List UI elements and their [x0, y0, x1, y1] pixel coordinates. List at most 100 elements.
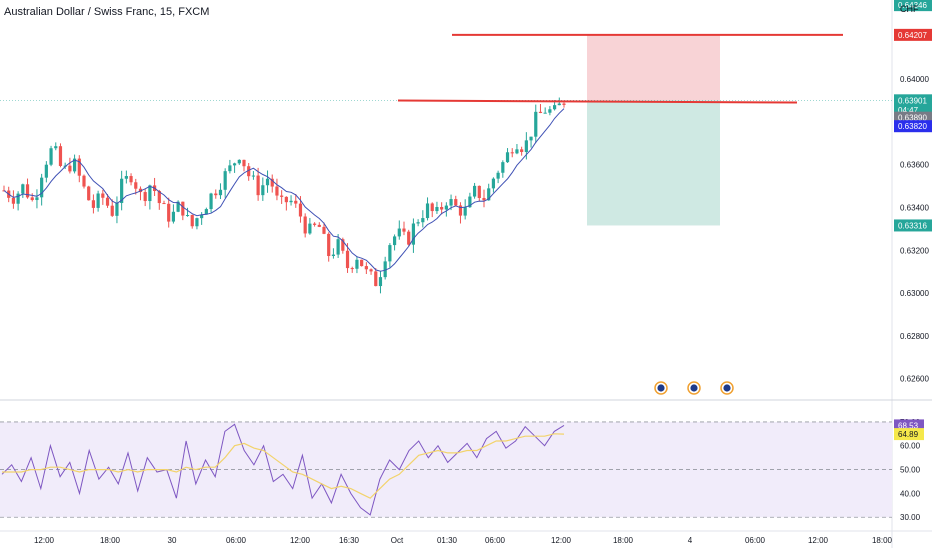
candle-body — [54, 146, 58, 149]
candle-body — [96, 193, 100, 208]
candle-body — [284, 196, 288, 203]
price-tick-label: 0.64000 — [900, 75, 929, 84]
candle-body — [176, 201, 180, 212]
rsi-tick-label: 30.00 — [900, 513, 921, 522]
rsi-tick-label: 60.00 — [900, 442, 921, 451]
candle-body — [548, 109, 552, 113]
price-tick-label: 0.63200 — [900, 246, 929, 255]
candle-body — [345, 250, 350, 269]
candle-body — [148, 185, 152, 202]
time-tick-label: 06:00 — [485, 536, 506, 545]
candle-body — [242, 159, 246, 167]
candle-body — [388, 245, 392, 262]
candle-body — [270, 178, 274, 187]
candle-body — [68, 165, 72, 172]
candle-body — [134, 182, 138, 189]
event-flag-icon-center — [690, 384, 698, 392]
candle-body — [355, 259, 359, 269]
candle-body — [458, 205, 463, 216]
price-tick-label: 0.63000 — [900, 289, 929, 298]
candle-body — [421, 218, 425, 223]
candle-body — [11, 197, 16, 204]
price-tag-0.63316 — [894, 219, 932, 232]
candle-body — [308, 223, 312, 234]
time-tick-label: 01:30 — [437, 536, 458, 545]
candle-body — [350, 268, 354, 270]
candle-body — [520, 149, 524, 152]
candle-body — [477, 185, 481, 198]
candle-body — [312, 223, 317, 225]
price-tick-label: 0.63400 — [900, 203, 929, 212]
candle-body — [72, 158, 77, 172]
candle-body — [195, 218, 199, 227]
candle-body — [181, 201, 185, 216]
candle-body — [562, 103, 566, 105]
candle-body — [298, 203, 303, 217]
candle-body — [534, 111, 538, 137]
time-tick-label: 06:00 — [226, 536, 247, 545]
price-tag-label: 0.63316 — [898, 221, 927, 230]
take-profit-zone — [587, 100, 720, 226]
candle-body — [143, 192, 147, 202]
candle-body — [232, 163, 237, 166]
time-tick-label: 12:00 — [808, 536, 829, 545]
candle-body — [110, 205, 114, 216]
rsi-ma-line — [2, 433, 565, 499]
candle-body — [35, 197, 39, 201]
candle-body — [16, 193, 20, 204]
candle-body — [430, 203, 434, 212]
candle-body — [190, 215, 194, 227]
candle-body — [505, 152, 510, 163]
candle-body — [496, 172, 500, 179]
candle-body — [25, 184, 30, 198]
candle-body — [543, 112, 547, 114]
candle-body — [425, 203, 430, 219]
candle-body — [360, 259, 364, 267]
candle-body — [289, 200, 293, 203]
price-tick-label: 0.62800 — [900, 332, 929, 341]
candle-body — [468, 196, 472, 208]
candle-body — [501, 162, 505, 173]
time-tick-label: Oct — [391, 536, 404, 545]
price-tag-0.63901 — [894, 94, 932, 107]
price-tick-label: 0.62600 — [900, 375, 929, 384]
candle-body — [40, 177, 44, 198]
rsi-tick-label: 50.00 — [900, 466, 921, 475]
candle-body — [440, 206, 444, 210]
moving-average-line — [3, 108, 565, 272]
candle-body — [157, 190, 161, 204]
candle-body — [331, 254, 336, 257]
candle-body — [115, 202, 119, 216]
candle-body — [392, 236, 397, 246]
candle-body — [411, 223, 416, 245]
rsi-tag-label: 64.89 — [898, 430, 919, 439]
candle-body — [101, 193, 105, 198]
candle-body — [77, 158, 81, 176]
time-tick-label: 18:00 — [613, 536, 634, 545]
stop-loss-zone — [587, 34, 720, 101]
candle-body — [374, 271, 378, 287]
candle-body — [364, 266, 368, 270]
candle-body — [261, 185, 265, 196]
candle-body — [322, 226, 326, 234]
rsi-tick-label: 40.00 — [900, 489, 921, 498]
candle-body — [265, 178, 270, 186]
candle-body — [223, 171, 227, 190]
candle-body — [435, 206, 439, 212]
price-tag-label: 04:47 — [898, 106, 919, 115]
candle-body — [200, 214, 204, 219]
candle-body — [336, 239, 340, 255]
candle-body — [294, 200, 298, 204]
candle-body — [21, 184, 25, 194]
candle-body — [383, 261, 387, 278]
currency-label: CHF — [900, 4, 919, 14]
time-tick-label: 12:00 — [551, 536, 572, 545]
candle-body — [44, 164, 48, 178]
candle-body — [87, 186, 91, 201]
time-tick-label: 18:00 — [100, 536, 121, 545]
candle-body — [552, 105, 557, 110]
candle-body — [369, 269, 373, 272]
candle-body — [162, 203, 166, 205]
